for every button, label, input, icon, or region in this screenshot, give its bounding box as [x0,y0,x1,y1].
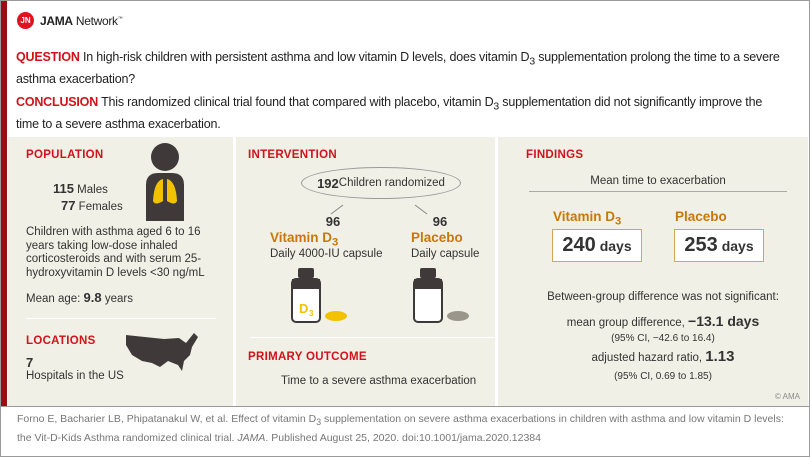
placebo-arm-dose: Daily capsule [411,248,480,260]
significance-text: Between-group difference was not signifi… [547,291,779,303]
placebo-days: 253 [684,234,718,256]
vitamin-d-group-label: Vitamin D [553,209,616,224]
mean-diff-label: mean group difference, [566,317,689,329]
question-text: In high-risk children with persistent as… [79,50,530,64]
placebo-arm-count: 96 [432,214,448,229]
citation: Forno E, Bacharier LB, Phipatanakul W, e… [17,411,797,446]
conclusion-text-end: supplementation did not significantly im… [16,95,763,131]
mean-age-value: 9.8 [83,290,102,305]
subscript: 3 [529,56,535,68]
brand-name: JAMA [40,13,73,28]
divider [529,191,787,192]
conclusion-text: This randomized clinical trial found tha… [98,95,494,109]
findings-title: FINDINGS [526,149,584,161]
citation-text: Forno E, Bacharier LB, Phipatanakul W, e… [17,413,317,425]
vitamin-d-days: 240 [562,234,596,256]
placebo-bottle-icon [413,268,469,323]
question-text-end: supplementation prolong the time to a se… [16,50,780,86]
jama-network-logo: JN JAMA Network™ [17,12,123,29]
vitamin-d-result-box: 240 days [552,229,642,262]
conclusion-label: CONCLUSION [16,95,99,109]
subscript: 3 [332,236,339,249]
randomized-label: Children randomized [338,177,445,189]
hr-label: adjusted hazard ratio, [591,352,706,364]
us-map-icon [126,333,198,371]
primary-outcome-title: PRIMARY OUTCOME [248,351,367,363]
conclusion: CONCLUSION This randomized clinical tria… [16,94,786,133]
placebo-group-label: Placebo [675,209,727,224]
population-panel: POPULATION 115 Males 77 Females Children… [8,137,233,406]
hr-ci: (95% CI, 0.69 to 1.85) [614,371,712,382]
findings-subtitle: Mean time to exacerbation [590,175,726,187]
days-unit: days [599,237,632,254]
randomized-ellipse: 192 Children randomized [301,167,461,199]
placebo-result-box: 253 days [674,229,764,262]
yellow-capsule-icon [325,311,347,321]
intervention-title: INTERVENTION [248,149,338,161]
findings-panel: FINDINGS Mean time to exacerbation Vitam… [498,137,808,406]
population-description: Children with asthma aged 6 to 16 years … [26,226,205,279]
locations-label: Hospitals in the US [26,370,124,382]
gray-capsule-icon [447,311,469,321]
females-label: Females [75,201,123,213]
trademark: ™ [117,15,123,22]
placebo-arm-name: Placebo [411,230,463,245]
intervention-panel: INTERVENTION 192 Children randomized 96 … [236,137,495,406]
copyright: © AMA [774,392,800,401]
mean-diff-ci: (95% CI, −42.6 to 16.4) [611,333,715,344]
connector-lines [330,204,428,215]
days-unit: days [721,237,754,254]
subscript: 3 [493,101,500,113]
bottle-label-sub: 3 [309,309,314,318]
population-title: POPULATION [26,149,104,161]
divider [250,337,495,338]
locations-count: 7 [26,355,34,370]
brand-name-rest: Network [72,13,118,28]
subscript: 3 [615,215,622,228]
hr-value: 1.13 [705,348,735,365]
males-count: 115 [53,181,74,196]
citation-text-cont: supplementation on severe asthma exacerb… [321,413,784,425]
bottle-label: D [299,301,308,316]
citation-text-line2: the Vit-D-Kids Asthma randomized clinica… [17,432,238,445]
males-label: Males [73,184,108,196]
mean-diff-value: −13.1 days [688,313,760,329]
mean-age-unit: years [101,293,133,305]
divider [26,318,216,319]
vitamin-d-arm-name: Vitamin D [270,230,333,245]
question: QUESTION In high-risk children with pers… [16,49,786,88]
footer-divider [0,406,810,407]
primary-outcome-text: Time to a severe asthma exacerbation [281,375,477,387]
vitamin-d-bottle-icon: D 3 [291,268,347,323]
subscript: 3 [316,417,322,428]
vitamin-d-arm-dose: Daily 4000-IU capsule [270,248,383,260]
child-lungs-icon [146,143,184,221]
females-count: 77 [61,198,76,213]
locations-title: LOCATIONS [26,335,96,347]
vitamin-d-arm-count: 96 [325,214,341,229]
accent-bar [0,0,7,406]
question-label: QUESTION [16,50,80,64]
randomized-count: 192 [317,175,339,191]
citation-doi: . Published August 25, 2020. doi:10.1001… [265,432,541,445]
mean-age-label: Mean age: [26,293,84,305]
journal-name: JAMA [237,432,266,445]
jn-logo-icon: JN [17,12,34,29]
